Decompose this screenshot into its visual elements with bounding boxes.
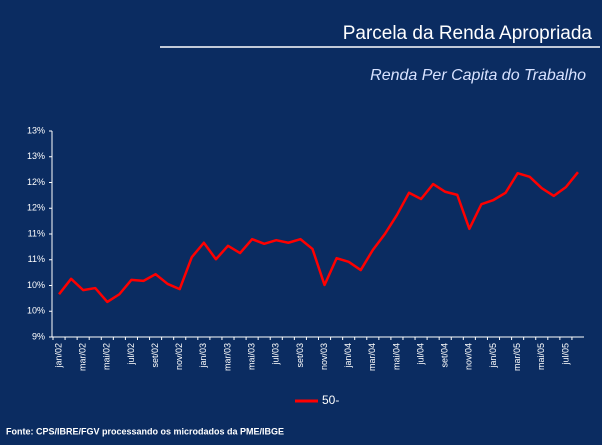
y-tick-label: 11% (28, 228, 45, 238)
x-tick-label: mai/05 (536, 343, 546, 370)
x-tick-label: set/02 (150, 343, 160, 368)
x-tick-label: nov/02 (174, 343, 184, 370)
y-tick-label: 12% (27, 203, 45, 213)
x-tick-label: set/03 (295, 343, 305, 368)
data-line (58, 171, 579, 304)
source-note: Fonte: CPS/IBRE/FGV processando os micro… (6, 426, 284, 436)
x-tick-label: jul/03 (271, 343, 281, 366)
x-tick-label: mai/03 (247, 343, 257, 370)
x-tick-label: jan/05 (488, 343, 498, 369)
x-tick-label: jul/02 (126, 343, 136, 366)
x-tick-label: mai/04 (391, 343, 401, 370)
y-tick-label: 12% (27, 177, 45, 187)
x-tick-label: mar/05 (512, 343, 522, 371)
y-tick-label: 11% (28, 254, 45, 264)
x-tick-label: set/04 (440, 343, 450, 368)
x-tick-label: jan/04 (343, 343, 353, 369)
x-tick-label: jul/04 (415, 343, 425, 366)
y-tick-label: 10% (27, 280, 45, 290)
x-tick-label: nov/03 (319, 343, 329, 370)
legend-label: 50- (322, 393, 339, 407)
y-tick-label: 9% (32, 331, 45, 341)
x-tick-label: mar/02 (78, 343, 88, 371)
x-tick-label: jul/05 (560, 343, 570, 366)
x-tick-label: mar/04 (367, 343, 377, 371)
x-tick-label: mai/02 (102, 343, 112, 370)
x-tick-label: mar/03 (222, 343, 232, 371)
chart-title: Parcela da Renda Apropriada (343, 23, 593, 44)
chart-subtitle: Renda Per Capita do Trabalho (370, 67, 586, 84)
x-tick-label: jan/03 (198, 343, 208, 369)
y-tick-label: 13% (27, 125, 45, 135)
x-tick-label: nov/04 (464, 343, 474, 370)
x-tick-label: jan/02 (53, 343, 63, 369)
y-tick-label: 13% (27, 151, 45, 161)
y-tick-label: 10% (27, 306, 45, 316)
